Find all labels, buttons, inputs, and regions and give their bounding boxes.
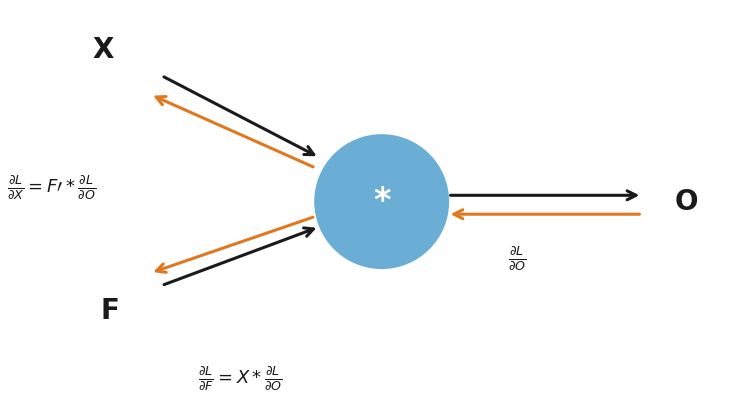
Ellipse shape — [316, 136, 448, 268]
Text: *: * — [373, 185, 390, 218]
Text: F: F — [101, 297, 120, 325]
Text: X: X — [92, 37, 114, 64]
Text: O: O — [675, 188, 698, 215]
Text: $\frac{\partial L}{\partial X} = F\prime * \frac{\partial L}{\partial O}$: $\frac{\partial L}{\partial X} = F\prime… — [7, 173, 97, 201]
Text: $\frac{\partial L}{\partial O}$: $\frac{\partial L}{\partial O}$ — [508, 244, 527, 272]
Text: $\frac{\partial L}{\partial F} = X * \frac{\partial L}{\partial O}$: $\frac{\partial L}{\partial F} = X * \fr… — [198, 364, 283, 392]
